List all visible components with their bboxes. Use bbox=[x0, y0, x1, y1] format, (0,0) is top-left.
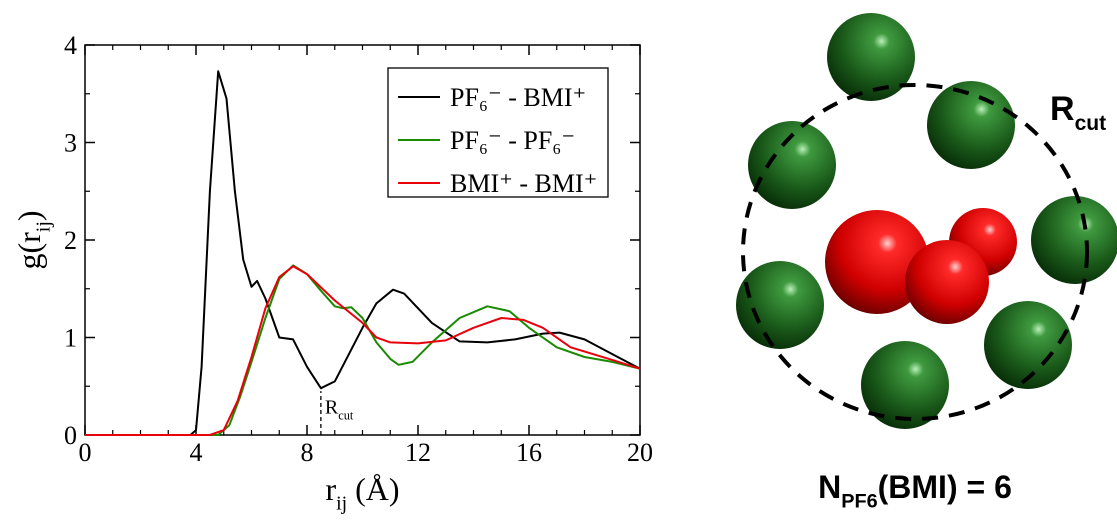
y-tick-label: 1 bbox=[64, 324, 77, 353]
coordination-caption-sub: PF6 bbox=[841, 491, 877, 513]
bmi-sphere bbox=[825, 210, 929, 314]
legend-label: PF₆⁻ - PF₆⁻ bbox=[450, 126, 575, 155]
legend-label: PF₆⁻ - BMI⁺ bbox=[450, 83, 586, 112]
rcut-diagram-label-sub: cut bbox=[1075, 112, 1107, 135]
rcut-label-main: R bbox=[325, 397, 339, 419]
y-axis-label-tail: ) bbox=[11, 211, 47, 222]
x-axis-label: rij (Å) bbox=[325, 471, 399, 515]
pf6-sphere bbox=[861, 341, 949, 429]
x-tick-label: 4 bbox=[190, 438, 203, 467]
legend-label: BMI⁺ - BMI⁺ bbox=[450, 169, 597, 198]
x-tick-label: 12 bbox=[405, 438, 431, 467]
pf6-sphere bbox=[748, 121, 836, 209]
x-axis-label-tail: (Å) bbox=[347, 471, 399, 507]
x-tick-label: 20 bbox=[627, 438, 653, 467]
coordination-caption-main: N bbox=[818, 469, 841, 505]
pf6-sphere bbox=[827, 13, 915, 101]
series-line bbox=[85, 70, 641, 436]
rcut-label: Rcut bbox=[325, 397, 354, 423]
y-axis-label: g(rij) bbox=[11, 211, 55, 270]
y-tick-label: 4 bbox=[64, 31, 77, 60]
coordination-caption-tail: (BMI) = 6 bbox=[878, 469, 1012, 505]
pf6-sphere bbox=[736, 261, 824, 349]
x-axis-label-main: r bbox=[325, 471, 336, 507]
x-tick-label: 16 bbox=[516, 438, 542, 467]
x-tick-label: 8 bbox=[301, 438, 314, 467]
pf6-sphere bbox=[927, 81, 1015, 169]
bmi-sphere bbox=[905, 240, 989, 324]
rcut-diagram-label: Rcut bbox=[1050, 90, 1106, 135]
legend-box bbox=[387, 67, 609, 198]
diagram bbox=[736, 13, 1117, 429]
x-axis-label-sub: ij bbox=[336, 493, 347, 515]
y-axis-label-sub: ij bbox=[33, 221, 55, 232]
y-tick-label: 2 bbox=[64, 226, 77, 255]
y-tick-label: 3 bbox=[64, 129, 77, 158]
rcut-diagram-label-main: R bbox=[1050, 90, 1075, 128]
series-line bbox=[85, 264, 641, 436]
rcut-label-sub: cut bbox=[338, 409, 354, 423]
cutoff-circle bbox=[741, 83, 1089, 421]
series-line bbox=[85, 265, 641, 436]
coordination-caption: NPF6(BMI) = 6 bbox=[818, 469, 1012, 513]
x-tick-label: 0 bbox=[79, 438, 92, 467]
pf6-sphere bbox=[1031, 196, 1117, 284]
y-axis-label-main: g(r bbox=[11, 232, 47, 270]
y-tick-label: 0 bbox=[64, 421, 77, 450]
pf6-sphere bbox=[984, 301, 1072, 389]
